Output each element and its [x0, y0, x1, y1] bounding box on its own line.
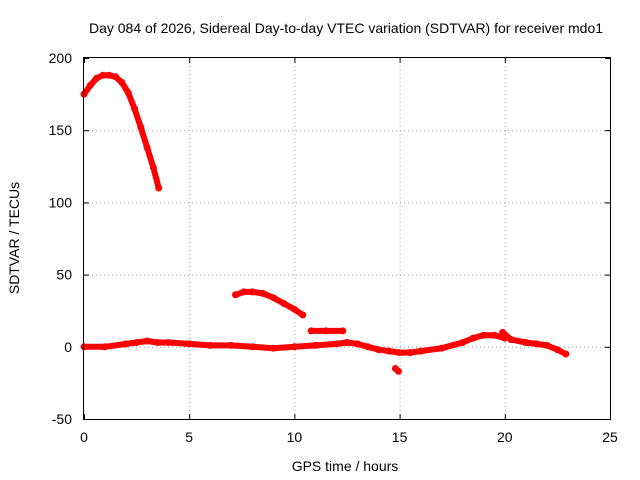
data-point: [417, 347, 425, 355]
data-point: [154, 339, 162, 346]
data-point: [469, 334, 477, 342]
data-point: [99, 71, 107, 79]
data-point: [149, 164, 157, 172]
data-point: [118, 79, 126, 86]
grid-lines: [84, 58, 610, 419]
data-point: [395, 367, 402, 375]
y-tick-label: 0: [64, 339, 72, 355]
data-point: [543, 341, 551, 349]
series-arc-6: [406, 331, 509, 357]
x-tick-label: 15: [392, 429, 408, 445]
data-point: [133, 339, 141, 346]
series-arc-2: [80, 337, 351, 352]
data-point: [269, 294, 277, 302]
axis-ticks: 0 5 10 15 20 25 -50 0 50 100 150 200: [49, 50, 618, 445]
x-tick-label: 10: [287, 429, 303, 445]
data-point: [105, 71, 113, 79]
data-point: [206, 341, 214, 349]
data-point: [406, 349, 414, 357]
data-point: [122, 340, 130, 348]
data-point: [143, 337, 151, 345]
data-point: [322, 327, 330, 335]
x-tick-label: 25: [602, 429, 618, 445]
data-point: [532, 340, 540, 348]
data-point: [490, 331, 498, 339]
data-point: [93, 74, 101, 82]
data-point: [507, 336, 515, 344]
series-arc-3: [232, 288, 307, 319]
y-tick-label: 150: [49, 122, 73, 138]
series-arc-8: [391, 365, 402, 375]
data-point: [131, 105, 138, 112]
y-axis-label: SDTVAR / TECUs: [6, 182, 22, 294]
y-tick-label: -50: [52, 411, 72, 427]
data-point: [280, 300, 288, 307]
data-point: [248, 288, 256, 296]
plot-frame: [83, 57, 611, 420]
data-point: [354, 340, 361, 348]
data-point: [343, 339, 351, 346]
data-point: [227, 341, 235, 349]
data-point: [112, 73, 120, 81]
x-tick-label: 5: [185, 429, 193, 445]
data-point: [385, 347, 393, 355]
series-line: [81, 72, 162, 189]
data-point: [137, 123, 145, 131]
data-point: [562, 350, 570, 358]
x-axis-label: GPS time / hours: [292, 458, 399, 474]
data-point: [438, 344, 446, 352]
series-arc-5: [343, 339, 414, 357]
data-point: [499, 328, 507, 336]
data-point: [232, 291, 239, 299]
data-point: [522, 339, 530, 346]
chart-title: Day 084 of 2026, Sidereal Day-to-day VTE…: [89, 20, 603, 36]
data-point: [259, 289, 267, 297]
y-tick-label: 100: [49, 194, 73, 210]
series-arc-4: [307, 327, 347, 335]
data-point: [307, 327, 315, 335]
data-point: [311, 341, 319, 349]
data-point: [269, 344, 277, 352]
series-arc-1: [80, 71, 163, 192]
data-point: [299, 311, 307, 319]
data-point: [339, 327, 347, 335]
data-point: [290, 343, 298, 351]
data-point: [155, 184, 163, 192]
data-point: [143, 144, 151, 151]
data-point: [185, 340, 193, 348]
data-series: [80, 71, 570, 375]
series-line: [409, 332, 506, 356]
data-point: [553, 346, 561, 354]
series-arc-7: [499, 328, 570, 358]
data-point: [364, 343, 372, 351]
data-point: [164, 339, 172, 346]
y-tick-label: 200: [49, 50, 73, 66]
data-point: [459, 339, 467, 346]
data-point: [86, 81, 94, 89]
data-point: [248, 343, 256, 351]
data-point: [375, 346, 383, 354]
data-point: [124, 89, 132, 97]
y-tick-label: 50: [56, 267, 72, 283]
x-tick-label: 0: [80, 429, 88, 445]
x-tick-label: 20: [497, 429, 513, 445]
series-line: [84, 338, 348, 352]
data-point: [396, 349, 404, 357]
data-point: [333, 340, 340, 348]
data-point: [240, 288, 248, 296]
data-point: [101, 343, 109, 351]
data-point: [290, 305, 298, 313]
data-point: [480, 331, 488, 339]
